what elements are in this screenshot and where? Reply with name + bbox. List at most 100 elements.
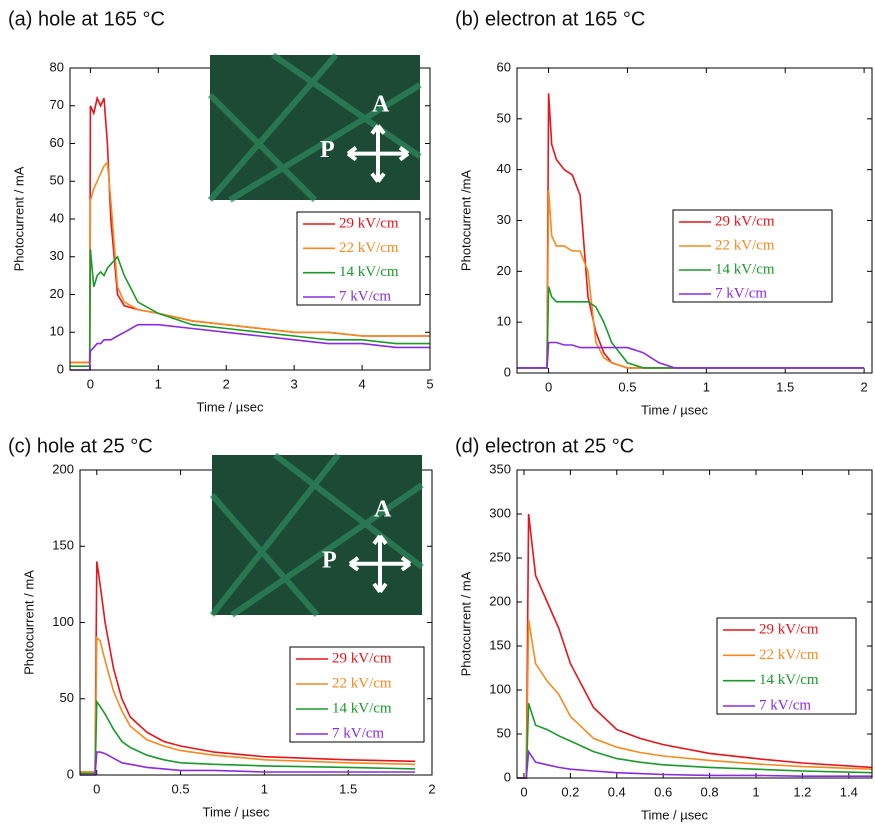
data-line bbox=[70, 323, 430, 371]
y-tick-label: 80 bbox=[50, 59, 64, 74]
legend-label: 29 kV/cm bbox=[715, 213, 775, 229]
x-axis-label: Time / µsec bbox=[203, 804, 270, 819]
y-axis-label: Photocurrent / mA bbox=[21, 570, 36, 675]
legend-frame bbox=[296, 211, 421, 306]
x-tick-label: 0.4 bbox=[608, 784, 626, 799]
x-tick-label: 1 bbox=[752, 784, 759, 799]
chart-title: (b) electron at 165 °C bbox=[455, 8, 645, 30]
y-axis-label: Photocurrent /mA bbox=[458, 170, 473, 271]
y-tick-label: 150 bbox=[489, 637, 511, 652]
legend-frame bbox=[672, 209, 833, 303]
polarizer-label: P bbox=[320, 137, 335, 163]
data-line bbox=[80, 699, 416, 775]
legend-label: 7 kV/cm bbox=[332, 725, 384, 741]
data-line bbox=[517, 513, 873, 779]
legend-label: 22 kV/cm bbox=[339, 240, 399, 256]
x-tick-label: 0.6 bbox=[654, 784, 672, 799]
y-tick-label: 10 bbox=[50, 324, 64, 339]
y-tick-label: 30 bbox=[50, 248, 64, 263]
x-tick-label: 1.5 bbox=[339, 781, 357, 796]
x-tick-label: 1 bbox=[703, 379, 710, 394]
y-tick-label: 0 bbox=[67, 766, 74, 781]
analyzer-label: A bbox=[372, 91, 390, 117]
y-tick-label: 60 bbox=[50, 135, 64, 150]
data-line bbox=[517, 702, 873, 779]
x-tick-label: 1 bbox=[261, 781, 268, 796]
x-tick-label: 1 bbox=[155, 376, 162, 391]
data-line bbox=[70, 160, 430, 364]
y-tick-label: 350 bbox=[489, 461, 511, 476]
x-tick-label: 0.2 bbox=[561, 784, 579, 799]
y-tick-label: 10 bbox=[497, 314, 511, 329]
y-tick-label: 70 bbox=[50, 97, 64, 112]
plot-frame bbox=[516, 469, 873, 779]
y-tick-label: 30 bbox=[497, 212, 511, 227]
legend-frame bbox=[289, 646, 425, 743]
data-line bbox=[80, 636, 416, 773]
legend-label: 29 kV/cm bbox=[339, 215, 399, 231]
x-tick-label: 0 bbox=[545, 379, 552, 394]
polarizer-cross bbox=[348, 534, 412, 593]
y-tick-label: 40 bbox=[497, 161, 511, 176]
x-tick-label: 0.5 bbox=[618, 379, 636, 394]
legend-frame bbox=[716, 617, 857, 715]
y-tick-label: 150 bbox=[52, 538, 74, 553]
chart-title: (d) electron at 25 °C bbox=[455, 435, 634, 457]
micrograph-texture bbox=[207, 52, 422, 203]
chart-title: (c) hole at 25 °C bbox=[8, 435, 153, 457]
x-tick-label: 1.5 bbox=[776, 379, 794, 394]
legend-label: 7 kV/cm bbox=[715, 285, 767, 301]
y-tick-label: 40 bbox=[50, 210, 64, 225]
data-line bbox=[517, 749, 872, 779]
data-line bbox=[70, 249, 430, 367]
x-tick-label: 2 bbox=[428, 781, 435, 796]
x-tick-label: 4 bbox=[358, 376, 365, 391]
legend-label: 29 kV/cm bbox=[759, 621, 819, 637]
x-tick-label: 0.5 bbox=[172, 781, 190, 796]
legend-label: 7 kV/cm bbox=[759, 697, 811, 713]
legend-label: 22 kV/cm bbox=[759, 647, 819, 663]
plot-frame bbox=[516, 67, 873, 374]
y-tick-label: 60 bbox=[497, 59, 511, 74]
y-tick-label: 0 bbox=[504, 769, 511, 784]
y-axis-label: Photocurrent / mA bbox=[458, 571, 473, 676]
legend-label: 29 kV/cm bbox=[332, 650, 392, 666]
x-axis-label: Time / µsec bbox=[197, 399, 264, 414]
legend-label: 14 kV/cm bbox=[759, 672, 819, 688]
y-axis-label: Photocurrent / mA bbox=[11, 166, 26, 271]
y-tick-label: 200 bbox=[489, 593, 511, 608]
y-tick-label: 200 bbox=[52, 461, 74, 476]
y-tick-label: 50 bbox=[60, 690, 74, 705]
y-tick-label: 0 bbox=[57, 361, 64, 376]
data-line bbox=[80, 561, 416, 773]
polarizer-label: P bbox=[322, 547, 337, 573]
y-tick-label: 20 bbox=[50, 286, 64, 301]
y-tick-label: 20 bbox=[497, 263, 511, 278]
x-tick-label: 3 bbox=[291, 376, 298, 391]
y-tick-label: 50 bbox=[497, 725, 511, 740]
y-tick-label: 300 bbox=[489, 505, 511, 520]
y-tick-label: 250 bbox=[489, 549, 511, 564]
x-tick-label: 1.2 bbox=[793, 784, 811, 799]
data-line bbox=[517, 341, 865, 369]
y-tick-label: 100 bbox=[52, 614, 74, 629]
x-tick-label: 2 bbox=[223, 376, 230, 391]
micrograph-texture bbox=[209, 452, 424, 618]
x-tick-label: 0 bbox=[93, 781, 100, 796]
legend-label: 14 kV/cm bbox=[715, 261, 775, 277]
legend-label: 14 kV/cm bbox=[339, 264, 399, 280]
polarizer-cross bbox=[346, 124, 410, 183]
y-tick-label: 50 bbox=[497, 110, 511, 125]
y-tick-label: 50 bbox=[50, 173, 64, 188]
data-line bbox=[517, 619, 873, 779]
x-tick-label: 0 bbox=[87, 376, 94, 391]
legend-label: 7 kV/cm bbox=[339, 288, 391, 304]
x-axis-label: Time / µsec bbox=[641, 807, 708, 822]
y-tick-label: 0 bbox=[504, 364, 511, 379]
x-tick-label: 5 bbox=[426, 376, 433, 391]
x-tick-label: 0 bbox=[520, 784, 527, 799]
x-tick-label: 1.4 bbox=[840, 784, 858, 799]
analyzer-label: A bbox=[374, 497, 392, 523]
legend-label: 14 kV/cm bbox=[332, 700, 392, 716]
